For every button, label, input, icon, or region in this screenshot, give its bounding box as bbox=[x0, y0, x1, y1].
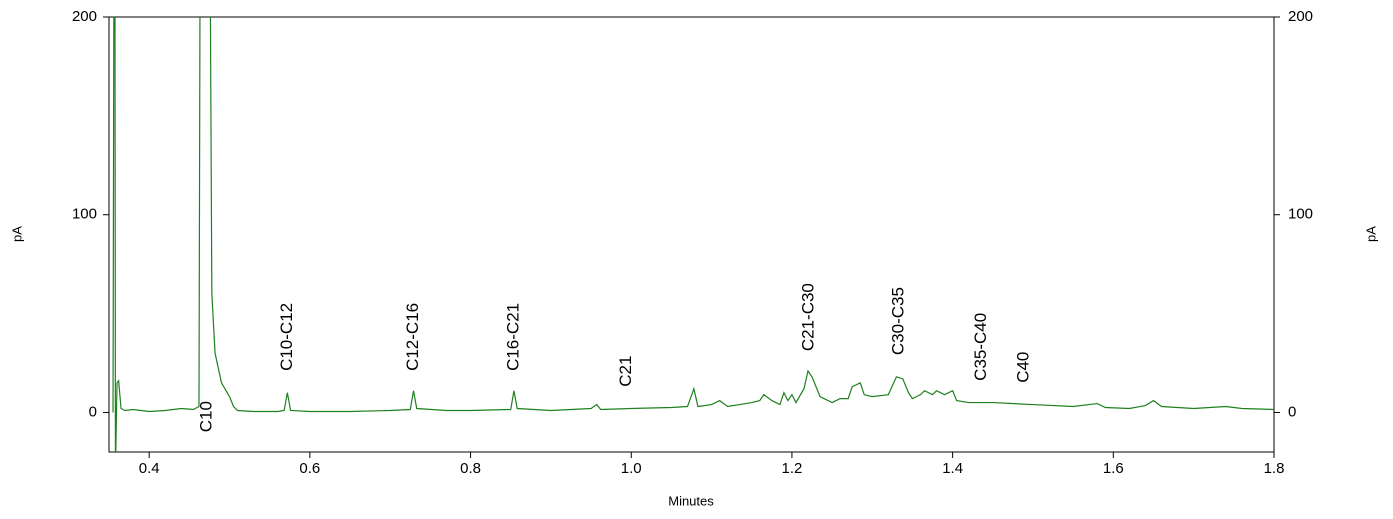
x-tick-label: 0.6 bbox=[299, 460, 320, 477]
x-axis-label: Minutes bbox=[668, 493, 714, 508]
y-tick-label: 200 bbox=[72, 8, 97, 25]
peak-annotation: C40 bbox=[1014, 352, 1033, 383]
peak-annotation: C10 bbox=[197, 401, 216, 432]
peak-annotation: C10-C12 bbox=[277, 303, 296, 371]
x-tick-label: 1.8 bbox=[1264, 460, 1285, 477]
x-tick-label: 0.4 bbox=[139, 460, 160, 477]
y2-tick-label: 200 bbox=[1288, 8, 1313, 25]
signal-line bbox=[112, 17, 1274, 452]
peak-annotation: C16-C21 bbox=[503, 303, 522, 371]
plot-frame bbox=[108, 16, 1275, 453]
peak-annotation: C12-C16 bbox=[403, 303, 422, 371]
y2-tick-label: 100 bbox=[1288, 206, 1313, 223]
y-axis-label: pA bbox=[9, 226, 24, 242]
x-tick-label: 1.6 bbox=[1103, 460, 1124, 477]
plot-area bbox=[112, 17, 1274, 452]
y-tick-label: 100 bbox=[72, 206, 97, 223]
y2-tick-label: 0 bbox=[1288, 403, 1296, 420]
peak-annotation: C21 bbox=[616, 356, 635, 387]
peak-annotation: C21-C30 bbox=[798, 283, 817, 351]
y2-axis-label: pA bbox=[1363, 226, 1378, 242]
peak-annotation: C35-C40 bbox=[971, 313, 990, 381]
x-tick-label: 0.8 bbox=[460, 460, 481, 477]
x-tick-label: 1.2 bbox=[782, 460, 803, 477]
y-tick-label: 0 bbox=[89, 403, 97, 420]
x-tick-label: 1.4 bbox=[942, 460, 963, 477]
peak-annotation: C30-C35 bbox=[888, 287, 907, 355]
x-tick-label: 1.0 bbox=[621, 460, 642, 477]
